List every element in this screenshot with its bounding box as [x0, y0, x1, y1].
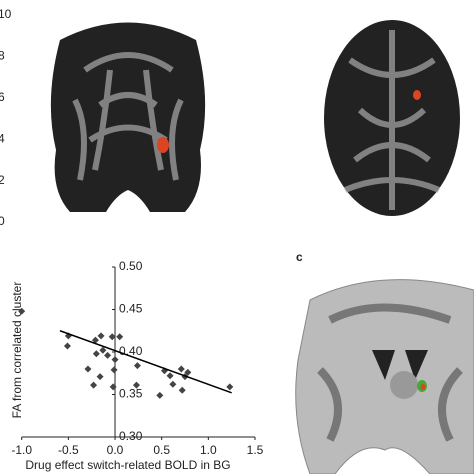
point [96, 373, 104, 381]
point [110, 366, 118, 374]
x-tick-label: 0.5 [153, 443, 170, 457]
point [133, 362, 141, 370]
x-tick-label: -0.5 [58, 443, 79, 457]
panel-label: c [296, 250, 303, 264]
colorbar-tick-label: 4 [0, 131, 5, 145]
point [116, 333, 124, 341]
y-tick-label: 0.50 [119, 259, 143, 273]
y-tick-label: 0.45 [119, 302, 143, 316]
point [84, 365, 92, 373]
brain-image-axial [324, 20, 460, 216]
trend-line [59, 330, 232, 394]
point [156, 391, 164, 399]
brain-image-coronal [50, 22, 206, 212]
colorbar-tick-label: 6 [0, 90, 5, 104]
brain-image-structural [295, 279, 474, 474]
point [109, 383, 117, 391]
point [111, 356, 119, 364]
point [108, 333, 116, 341]
x-tick-label: 0.0 [107, 443, 124, 457]
point [177, 365, 185, 373]
y-tick-label: 0.30 [119, 429, 143, 443]
x-tick-label: 1.0 [200, 443, 217, 457]
colorbar-tick-label: 0 [0, 214, 5, 228]
colorbar-tick-label: 2 [0, 173, 5, 187]
point [92, 350, 100, 358]
point [104, 351, 112, 359]
point [90, 381, 98, 389]
x-tick-label: 1.5 [247, 443, 264, 457]
point [97, 332, 105, 340]
point [184, 368, 192, 376]
y-axis-label: FA from correlated cluster [10, 282, 24, 419]
colorbar-tick-label: 8 [0, 49, 5, 63]
point [132, 381, 140, 389]
point [166, 372, 174, 380]
point [99, 346, 107, 354]
point [91, 336, 99, 344]
point [169, 380, 177, 388]
x-axis-label: Drug effect switch-related BOLD in BG [25, 458, 230, 472]
point [63, 342, 71, 350]
point [18, 307, 26, 315]
y-tick-label: 0.35 [119, 387, 143, 401]
point [178, 386, 186, 394]
x-tick-label: -1.0 [11, 443, 32, 457]
colorbar-tick-label: 10 [0, 7, 12, 21]
point [226, 383, 234, 391]
